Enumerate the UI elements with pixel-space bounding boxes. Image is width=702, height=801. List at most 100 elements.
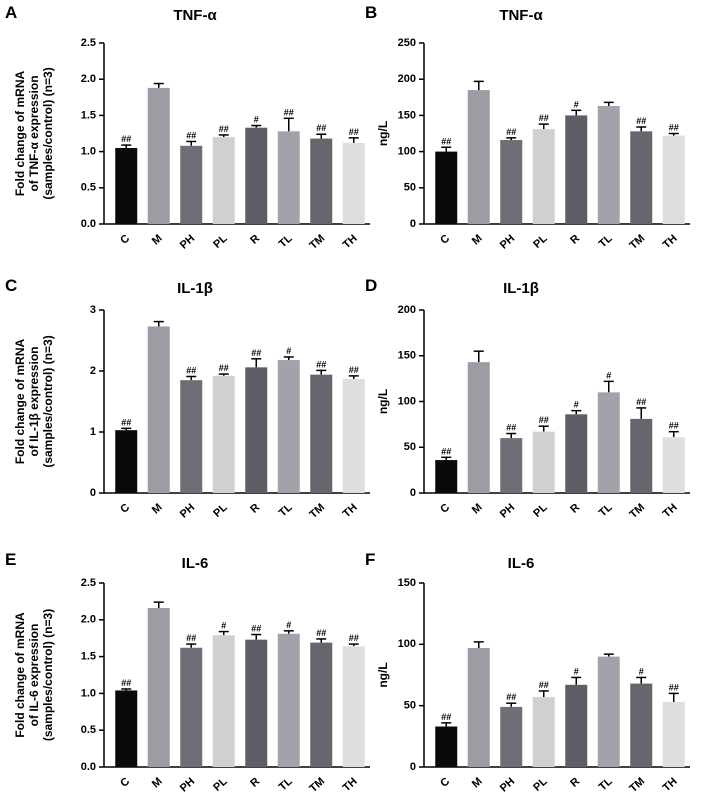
bar-th [342,142,365,224]
x-category-label: PL [531,775,550,794]
y-tick-label: 1.0 [81,687,96,699]
significance-label: # [221,621,226,631]
significance-label: ## [349,365,359,375]
bar-th [342,646,365,767]
y-tick-label: 0 [410,761,416,773]
x-category-label: TM [627,232,647,252]
x-category-label: TL [277,501,295,519]
y-tick-label: 2.5 [81,577,96,589]
bar-ph [500,706,523,767]
significance-label: ## [316,359,326,369]
significance-label: ## [636,397,646,407]
y-axis-label: of IL-6 expression [27,624,41,727]
chart-panel-f: F IL-6 ng/L 0 50 100 150 ## C M ## PH ## PL # R TL # TM ## T… [365,550,690,795]
significance-label: # [574,400,579,410]
x-category-label: TM [307,501,327,521]
chart-panel-b: B TNF-α ng/L 0 50 100 150 200 250 ## C M ## PH ## PL # R T… [365,3,690,252]
significance-label: ## [669,123,679,133]
bar-c [435,151,458,224]
significance-label: ## [669,682,679,692]
bar-th [662,701,685,767]
x-category-label: R [248,501,262,515]
x-category-label: TH [661,232,680,251]
x-category-label: PH [178,232,197,251]
significance-label: ## [121,134,131,144]
y-axis-label: (samples/control) (n=3) [41,67,55,199]
x-category-label: C [118,232,132,246]
chart-title: IL-6 [182,555,209,572]
bar-m [467,648,490,767]
bar-tl [277,360,300,493]
x-category-label: TL [277,775,295,793]
x-category-label: C [118,775,132,789]
significance-label: ## [539,415,549,425]
y-axis-label: Fold change of mRNA [13,339,27,465]
y-axis-label: Fold change of mRNA [13,612,27,738]
panel-letter: C [5,276,17,295]
x-category-label: PH [178,501,197,520]
significance-label: ## [284,107,294,117]
chart-panel-e: E IL-6 Fold change of mRNA of IL-6 expressi… [5,550,370,795]
bar-m [467,362,490,493]
y-tick-label: 2.5 [81,37,96,49]
bar-tl [277,633,300,767]
y-tick-label: 50 [404,700,416,712]
significance-label: # [286,346,291,356]
x-category-label: R [568,775,582,789]
x-category-label: R [248,775,262,789]
chart-panel-c: C IL-1β Fold change of mRNA of IL-1β expres… [5,276,370,521]
x-category-label: M [470,501,485,516]
significance-label: ## [539,113,549,123]
bar-pl [532,697,555,767]
x-category-label: R [248,232,262,246]
chart-title: IL-6 [508,555,535,572]
chart-title: IL-1β [503,280,539,297]
bar-r [565,684,588,767]
y-tick-label: 250 [398,37,416,49]
significance-label: ## [506,692,516,702]
significance-label: ## [349,633,359,643]
chart-title: IL-1β [177,280,213,297]
y-tick-label: 2.0 [81,614,96,626]
significance-label: ## [121,678,131,688]
y-tick-label: 0 [90,487,96,499]
bar-r [245,639,268,767]
y-tick-label: 200 [398,304,416,316]
y-tick-label: 3 [90,304,96,316]
chart-title: TNF-α [173,7,217,24]
x-category-label: C [438,775,452,789]
x-category-label: R [568,232,582,246]
bar-c [115,690,138,767]
x-category-label: TH [661,501,680,520]
x-category-label: PH [498,775,517,794]
bar-pl [212,635,235,767]
panel-letter: E [5,550,16,569]
significance-label: ## [121,417,131,427]
significance-label: ## [636,116,646,126]
significance-label: ## [186,633,196,643]
significance-label: # [286,620,291,630]
y-axis-label: (samples/control) (n=3) [41,335,55,467]
x-category-label: R [568,501,582,515]
x-category-label: TM [627,501,647,521]
y-tick-label: 0 [410,218,416,230]
x-category-label: PH [498,501,517,520]
bar-th [342,378,365,493]
panel-letter: D [365,276,377,295]
x-category-label: C [438,501,452,515]
significance-label: ## [669,421,679,431]
y-tick-label: 1 [90,426,96,438]
significance-label: ## [349,127,359,137]
significance-label: ## [251,624,261,634]
x-category-label: TH [341,775,360,794]
bar-tl [597,656,620,767]
bar-m [147,87,170,224]
significance-label: # [574,99,579,109]
y-axis-label: ng/L [376,662,390,687]
significance-label: ## [506,127,516,137]
y-tick-label: 200 [398,73,416,85]
significance-label: # [606,370,611,380]
significance-label: ## [186,130,196,140]
significance-label: ## [441,446,451,456]
